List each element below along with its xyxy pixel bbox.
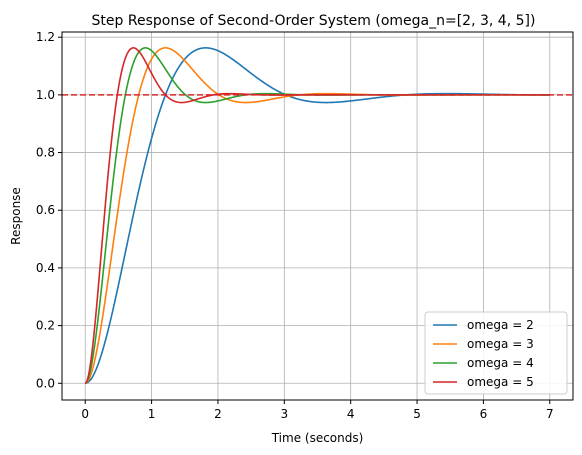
plot-area — [62, 47, 573, 385]
legend-label: omega = 3 — [467, 337, 534, 351]
legend-label: omega = 4 — [467, 356, 534, 370]
ticks: 0 1 2 3 4 5 6 7 0.0 0.2 0.4 0.6 0.8 1.0 1.2 — [36, 30, 554, 421]
x-tick-label: 2 — [214, 407, 222, 421]
y-tick-label: 0.2 — [36, 319, 55, 333]
legend-label: omega = 2 — [467, 318, 534, 332]
y-axis-title: Response — [9, 187, 23, 245]
y-tick-label: 1.2 — [36, 30, 55, 44]
x-tick-label: 3 — [280, 407, 288, 421]
x-tick-label: 4 — [347, 407, 355, 421]
y-tick-label: 0.0 — [36, 376, 55, 390]
y-tick-label: 1.0 — [36, 88, 55, 102]
x-tick-label: 6 — [480, 407, 488, 421]
legend: omega = 2 omega = 3 omega = 4 omega = 5 — [424, 311, 568, 395]
series-line-omega-2 — [85, 47, 550, 385]
plot-frame — [61, 31, 574, 401]
legend-label: omega = 5 — [467, 375, 534, 389]
y-tick-label: 0.4 — [36, 261, 55, 275]
y-tick-label: 0.6 — [36, 203, 55, 217]
x-tick-label: 5 — [413, 407, 421, 421]
chart-title: Step Response of Second-Order System (om… — [92, 13, 536, 29]
x-tick-label: 0 — [81, 407, 89, 421]
legend-frame — [424, 311, 568, 395]
x-tick-label: 1 — [148, 407, 156, 421]
x-axis-title: Time (seconds) — [271, 431, 364, 445]
y-tick-label: 0.8 — [36, 146, 55, 160]
x-tick-label: 7 — [546, 407, 554, 421]
